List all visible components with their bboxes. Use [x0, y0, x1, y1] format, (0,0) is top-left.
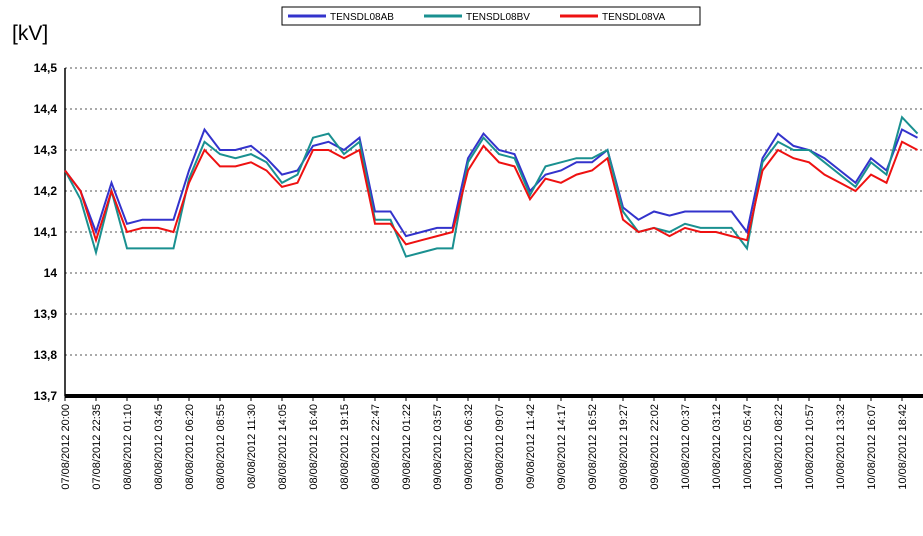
y-tick-label: 13,9 — [34, 307, 58, 321]
y-tick-label: 14,5 — [34, 61, 58, 75]
x-tick-label: 10/08/2012 18:42 — [897, 404, 909, 490]
legend-label: TENSDL08BV — [466, 12, 530, 23]
x-tick-label: 08/08/2012 11:30 — [246, 404, 258, 489]
legend-box — [281, 6, 701, 26]
x-tick-label: 08/08/2012 19:15 — [339, 404, 351, 490]
y-tick-label: 14 — [44, 266, 58, 280]
x-tick-label: 10/08/2012 00:37 — [680, 404, 692, 490]
y-unit-label: [kV] — [12, 22, 48, 45]
x-tick-label: 08/08/2012 01:10 — [122, 404, 134, 490]
x-tick-label: 09/08/2012 03:57 — [432, 404, 444, 490]
y-tick-label: 14,3 — [34, 143, 58, 157]
x-tick-label: 09/08/2012 11:42 — [525, 404, 537, 489]
y-tick-label: 13,8 — [34, 348, 58, 362]
legend-label: TENSDL08AB — [330, 12, 394, 23]
x-tick-label: 09/08/2012 01:22 — [401, 404, 413, 490]
x-tick-label: 10/08/2012 03:12 — [711, 404, 723, 490]
y-tick-label: 14,1 — [34, 225, 58, 239]
x-tick-label: 10/08/2012 16:07 — [866, 404, 878, 490]
x-tick-label: 08/08/2012 06:20 — [184, 404, 196, 490]
x-tick-label: 10/08/2012 13:32 — [835, 404, 847, 490]
y-tick-label: 13,7 — [34, 389, 58, 403]
x-tick-label: 10/08/2012 10:57 — [804, 404, 816, 490]
x-tick-label: 09/08/2012 09:07 — [494, 404, 506, 490]
x-tick-label: 09/08/2012 19:27 — [618, 404, 630, 490]
x-tick-label: 09/08/2012 22:02 — [649, 404, 661, 490]
x-tick-label: 09/08/2012 06:32 — [463, 404, 475, 490]
x-tick-label: 07/08/2012 22:35 — [91, 404, 103, 490]
x-tick-label: 09/08/2012 14:17 — [556, 404, 568, 490]
x-tick-label: 08/08/2012 16:40 — [308, 404, 320, 490]
y-tick-label: 14,4 — [34, 102, 58, 116]
x-tick-label: 08/08/2012 22:47 — [370, 404, 382, 490]
x-tick-label: 08/08/2012 03:45 — [153, 404, 165, 490]
legend-label: TENSDL08VA — [602, 12, 666, 23]
line-series — [64, 115, 919, 258]
x-tick-label: 08/08/2012 14:05 — [277, 404, 289, 490]
x-tick-label: 10/08/2012 08:22 — [773, 404, 785, 490]
line-series — [64, 127, 918, 238]
x-tick-label: 09/08/2012 16:52 — [587, 404, 599, 490]
x-tick-label: 08/08/2012 08:55 — [215, 404, 227, 490]
x-tick-label: 07/08/2012 20:00 — [60, 404, 72, 490]
x-tick-label: 10/08/2012 05:47 — [742, 404, 754, 490]
y-tick-label: 14,2 — [34, 184, 58, 198]
line-series — [64, 140, 918, 246]
